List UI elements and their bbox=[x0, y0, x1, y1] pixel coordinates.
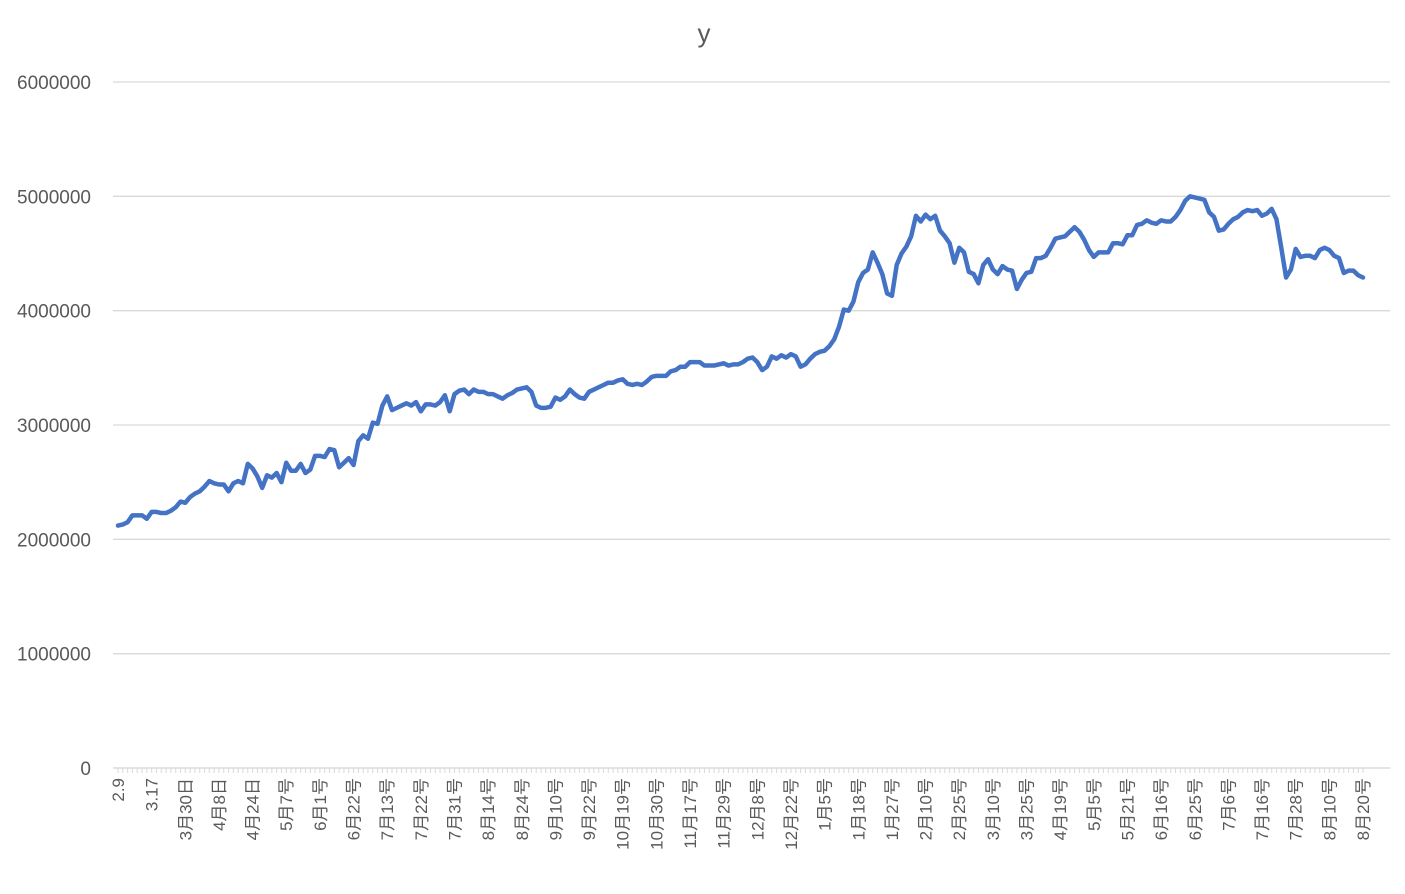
x-tick-label: 3月25号 bbox=[1018, 778, 1037, 840]
x-tick-label: 1月5号 bbox=[816, 778, 835, 831]
x-tick-label: 3月10号 bbox=[984, 778, 1003, 840]
x-tick-label: 10月19号 bbox=[614, 778, 633, 850]
y-tick-label: 1000000 bbox=[17, 645, 91, 666]
x-tick-label: 4月24日 bbox=[244, 778, 263, 840]
x-tick-label: 12月22号 bbox=[782, 778, 801, 850]
x-tick-label: 8月20号 bbox=[1354, 778, 1373, 840]
x-tick-label: 10月30号 bbox=[647, 778, 666, 850]
y-tick-label: 2000000 bbox=[17, 530, 91, 551]
y-tick-label: 3000000 bbox=[17, 416, 91, 437]
x-tick-label: 2月25号 bbox=[950, 778, 969, 840]
x-tick-label: 5月21号 bbox=[1118, 778, 1137, 840]
y-tick-label: 6000000 bbox=[17, 73, 91, 94]
x-tick-label: 2.9 bbox=[109, 778, 128, 802]
x-tick-label: 8月24号 bbox=[513, 778, 532, 840]
x-tick-label: 2月10号 bbox=[917, 778, 936, 840]
x-tick-label: 7月31号 bbox=[445, 778, 464, 840]
x-tick-label: 6月1号 bbox=[311, 778, 330, 831]
x-tick-label: 1月18号 bbox=[849, 778, 868, 840]
y-tick-label: 5000000 bbox=[17, 187, 91, 208]
chart-title: y bbox=[698, 18, 711, 48]
x-tick-label: 12月8号 bbox=[748, 778, 767, 840]
x-tick-label: 3月30日 bbox=[176, 778, 195, 840]
x-tick-label: 7月16号 bbox=[1253, 778, 1272, 840]
y-tick-label: 4000000 bbox=[17, 302, 91, 323]
x-tick-label: 4月8日 bbox=[210, 778, 229, 831]
x-tick-label: 11月17号 bbox=[681, 778, 700, 849]
x-tick-label: 3.17 bbox=[143, 778, 162, 811]
y-tick-label: 0 bbox=[80, 759, 91, 780]
x-tick-label: 7月13号 bbox=[378, 778, 397, 840]
x-tick-label: 7月22号 bbox=[412, 778, 431, 840]
x-tick-label: 7月6号 bbox=[1219, 778, 1238, 831]
x-tick-label: 6月22号 bbox=[345, 778, 364, 840]
x-tick-label: 6月25号 bbox=[1186, 778, 1205, 840]
x-tick-label: 1月27号 bbox=[883, 778, 902, 840]
x-tick-label: 9月10号 bbox=[546, 778, 565, 840]
x-tick-label: 5月5号 bbox=[1085, 778, 1104, 831]
x-tick-label: 9月22号 bbox=[580, 778, 599, 840]
x-tick-label: 5月7号 bbox=[277, 778, 296, 831]
x-tick-label: 6月16号 bbox=[1152, 778, 1171, 840]
x-tick-label: 4月19号 bbox=[1051, 778, 1070, 840]
x-tick-label: 8月10号 bbox=[1320, 778, 1339, 840]
x-tick-label: 11月29号 bbox=[715, 778, 734, 849]
x-tick-label: 8月14号 bbox=[479, 778, 498, 840]
x-tick-label: 7月28号 bbox=[1287, 778, 1306, 840]
line-series bbox=[115, 194, 1366, 528]
